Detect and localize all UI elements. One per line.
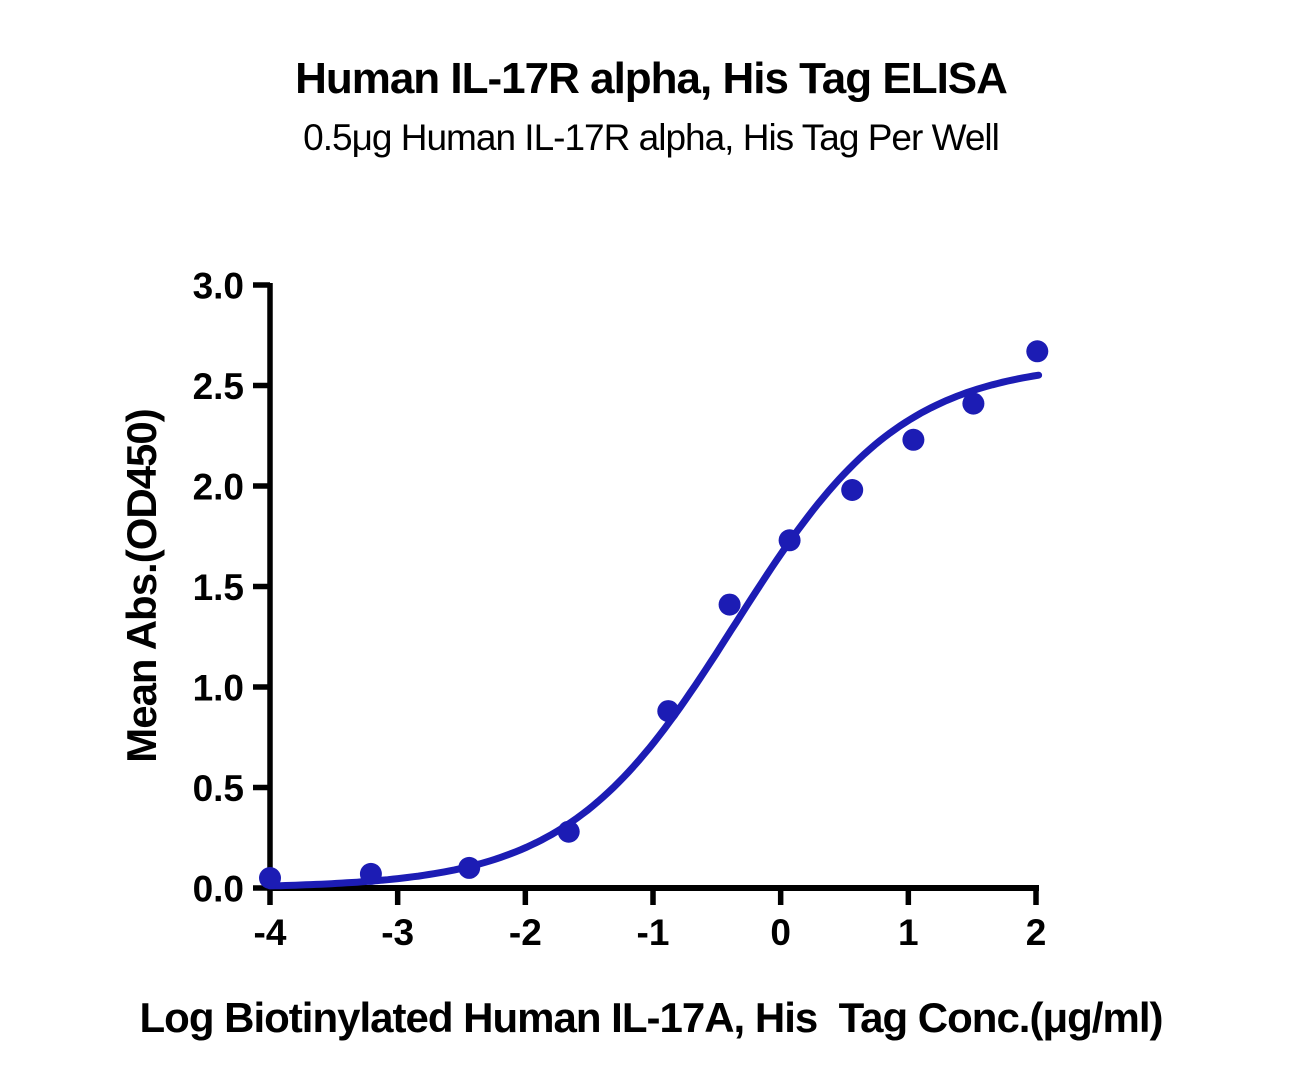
- chart-subtitle: 0.5μg Human IL-17R alpha, His Tag Per We…: [303, 117, 1000, 158]
- data-point: [259, 867, 281, 889]
- y-tick-label: 2.0: [193, 467, 244, 508]
- data-point: [841, 479, 864, 501]
- y-tick-label: 2.5: [193, 366, 244, 407]
- x-tick-label: 0: [770, 912, 791, 953]
- data-point: [359, 862, 382, 885]
- y-tick-label: 0.5: [193, 768, 244, 809]
- y-tick-label: 0.0: [193, 869, 244, 910]
- y-tick-label: 1.5: [193, 567, 244, 608]
- x-tick-label: -4: [254, 912, 287, 953]
- x-tick-label: 1: [898, 912, 919, 953]
- x-axis-title: Log Biotinylated Human IL-17A, His Tag C…: [139, 994, 1164, 1041]
- data-point: [657, 700, 680, 723]
- data-point: [962, 392, 985, 415]
- x-tick-label: -3: [381, 912, 414, 953]
- x-tick-label: -2: [509, 912, 542, 953]
- fit-curve: [266, 371, 1043, 890]
- data-point: [718, 593, 741, 616]
- y-tick-label: 3.0: [193, 266, 244, 307]
- data-point: [1026, 340, 1049, 363]
- data-point: [557, 820, 580, 843]
- x-tick-label: -1: [637, 912, 670, 953]
- data-point: [778, 529, 801, 552]
- chart-title: Human IL-17R alpha, His Tag ELISA: [295, 54, 1008, 103]
- data-point: [458, 856, 481, 879]
- x-tick-label: 2: [1026, 912, 1047, 953]
- y-tick-label: 1.0: [193, 668, 244, 709]
- data-point: [902, 428, 925, 451]
